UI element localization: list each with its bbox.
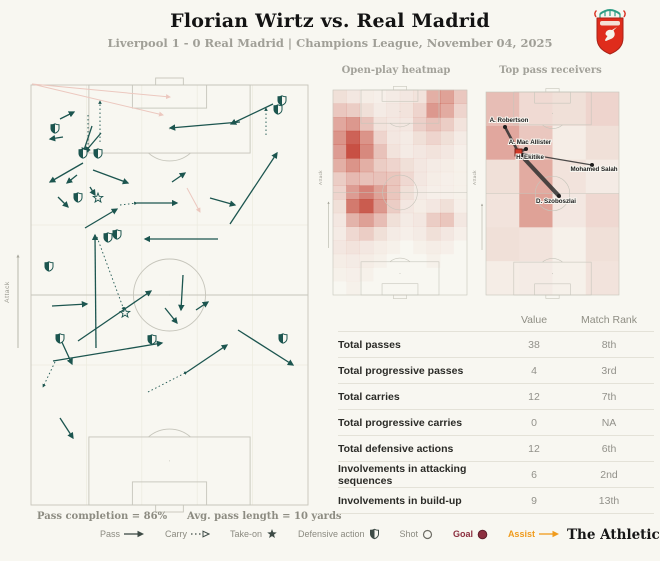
defensive-shield-icon bbox=[273, 104, 283, 115]
page-title: Florian Wirtz vs. Real Madrid bbox=[170, 10, 490, 32]
legend-item-take-on: Take-on bbox=[230, 528, 278, 540]
receiver-dot bbox=[557, 194, 561, 198]
stats-cell: 0 bbox=[531, 416, 537, 429]
receiver-name-label: D. Szoboszlai bbox=[536, 198, 576, 205]
stats-cell: Value bbox=[520, 314, 548, 326]
stats-cell: 38 bbox=[528, 338, 540, 351]
take-on-star-icon bbox=[92, 191, 104, 204]
receiver-dot bbox=[590, 163, 594, 167]
assist-arrow-icon bbox=[538, 529, 560, 539]
stats-cell: Total defensive actions bbox=[338, 442, 454, 455]
stats-table-row: Involvements in attacking sequences 6 2nd bbox=[338, 462, 654, 488]
legend-label: Shot bbox=[399, 529, 418, 539]
stats-table-row: Involvements in build-up 9 13th bbox=[338, 488, 654, 514]
defensive-shield-icon bbox=[103, 232, 113, 243]
take-on-star-icon bbox=[266, 528, 278, 540]
attack-direction-label: Attack bbox=[472, 170, 477, 185]
stats-table-row: Total defensive actions 12 6th bbox=[338, 436, 654, 462]
receiver-name-label: Mohamed Salah bbox=[570, 166, 617, 173]
defensive-shield-icon bbox=[44, 261, 54, 272]
stats-cell: 12 bbox=[528, 442, 540, 455]
match-subtitle: Liverpool 1 - 0 Real Madrid | Champions … bbox=[107, 36, 553, 50]
legend-label: Take-on bbox=[229, 529, 262, 539]
legend-label: Carry bbox=[164, 529, 187, 539]
defensive-shield-icon bbox=[73, 192, 83, 203]
stats-table-row: Total progressive passes 4 3rd bbox=[338, 358, 654, 384]
defensive-shield-icon bbox=[369, 528, 380, 540]
legend-item-carry: Carry bbox=[165, 529, 210, 539]
brand-logo: The Athletic bbox=[567, 527, 660, 543]
legend: Pass Carry Take-on Defensive action Shot Goal… bbox=[100, 528, 560, 540]
defensive-shield-icon bbox=[147, 334, 157, 345]
stats-table-header: Value Match Rank bbox=[338, 309, 654, 332]
stats-cell: Total passes bbox=[338, 338, 401, 351]
defensive-shield-icon bbox=[50, 123, 60, 134]
pass-completion-note: Pass completion = 86% bbox=[37, 511, 168, 522]
legend-label: Pass bbox=[100, 529, 121, 539]
stats-table: Value Match Rank Total passes 38 8th Total pr… bbox=[338, 309, 654, 514]
defensive-shield-icon bbox=[112, 229, 122, 240]
receiver-dot bbox=[524, 147, 528, 151]
receiver-dot bbox=[521, 153, 525, 157]
legend-item-defensive-action: Defensive action bbox=[298, 528, 380, 540]
stats-cell: 13th bbox=[598, 494, 620, 507]
stats-cell: Total progressive carries bbox=[338, 416, 463, 429]
take-on-star-icon bbox=[119, 306, 131, 319]
carry-dotted-arrow-icon bbox=[190, 529, 210, 539]
receivers-pitch: A. Robertson A. Mac Allister H. Ekitike Moh… bbox=[480, 88, 620, 299]
stats-cell: 3rd bbox=[601, 364, 617, 377]
legend-item-pass: Pass bbox=[100, 529, 145, 539]
pass-map-pitch bbox=[16, 77, 309, 513]
avg-pass-length-note: Avg. pass length = 10 yards bbox=[187, 511, 342, 522]
defensive-shield-icon bbox=[93, 148, 103, 159]
stats-cell: NA bbox=[601, 416, 617, 429]
stats-cell: Involvements in build-up bbox=[338, 494, 462, 507]
stats-cell: Involvements in attacking sequences bbox=[338, 462, 467, 487]
defensive-shield-icon bbox=[278, 333, 288, 344]
defensive-shield-icon bbox=[78, 148, 88, 159]
receiver-name-label: H. Ekitike bbox=[516, 154, 544, 161]
legend-item-assist: Assist bbox=[508, 529, 560, 539]
stats-cell: 6th bbox=[601, 442, 617, 455]
receiver-name-label: A. Mac Allister bbox=[509, 139, 552, 146]
stats-table-row: Total carries 12 7th bbox=[338, 384, 654, 410]
wirtz-origin-square bbox=[514, 148, 523, 157]
attack-direction-label: Attack bbox=[4, 281, 11, 303]
receivers-title: Top pass receivers bbox=[499, 65, 602, 76]
goal-filled-circle-icon bbox=[477, 529, 488, 540]
stats-cell: 7th bbox=[601, 390, 617, 403]
liverpool-crest-icon bbox=[588, 5, 632, 57]
stats-cell: Match Rank bbox=[580, 314, 638, 326]
legend-label: Defensive action bbox=[297, 529, 365, 539]
legend-label: Goal bbox=[452, 529, 473, 539]
stats-table-row: Total progressive carries 0 NA bbox=[338, 410, 654, 436]
stats-cell: 12 bbox=[528, 390, 540, 403]
defensive-shield-icon bbox=[55, 333, 65, 344]
shot-open-circle-icon bbox=[422, 529, 433, 540]
stats-cell: Total progressive passes bbox=[338, 364, 464, 377]
legend-label: Assist bbox=[507, 529, 535, 539]
legend-item-goal: Goal bbox=[453, 529, 488, 540]
heatmap-pitch bbox=[327, 86, 468, 299]
stats-cell: 6 bbox=[531, 468, 537, 481]
pass-arrow-icon bbox=[124, 529, 145, 539]
defensive-shield-icon bbox=[277, 95, 287, 106]
receiver-name-label: A. Robertson bbox=[490, 117, 529, 124]
legend-item-shot: Shot bbox=[399, 529, 433, 540]
receiver-dot bbox=[503, 125, 507, 129]
stats-table-row: Total passes 38 8th bbox=[338, 332, 654, 358]
stats-cell: 8th bbox=[601, 338, 617, 351]
heatmap-title: Open-play heatmap bbox=[341, 65, 451, 76]
stats-cell: Total carries bbox=[338, 390, 400, 403]
stats-cell: 2nd bbox=[600, 468, 618, 481]
stats-cell: 4 bbox=[531, 364, 537, 377]
stats-cell: 9 bbox=[531, 494, 537, 507]
